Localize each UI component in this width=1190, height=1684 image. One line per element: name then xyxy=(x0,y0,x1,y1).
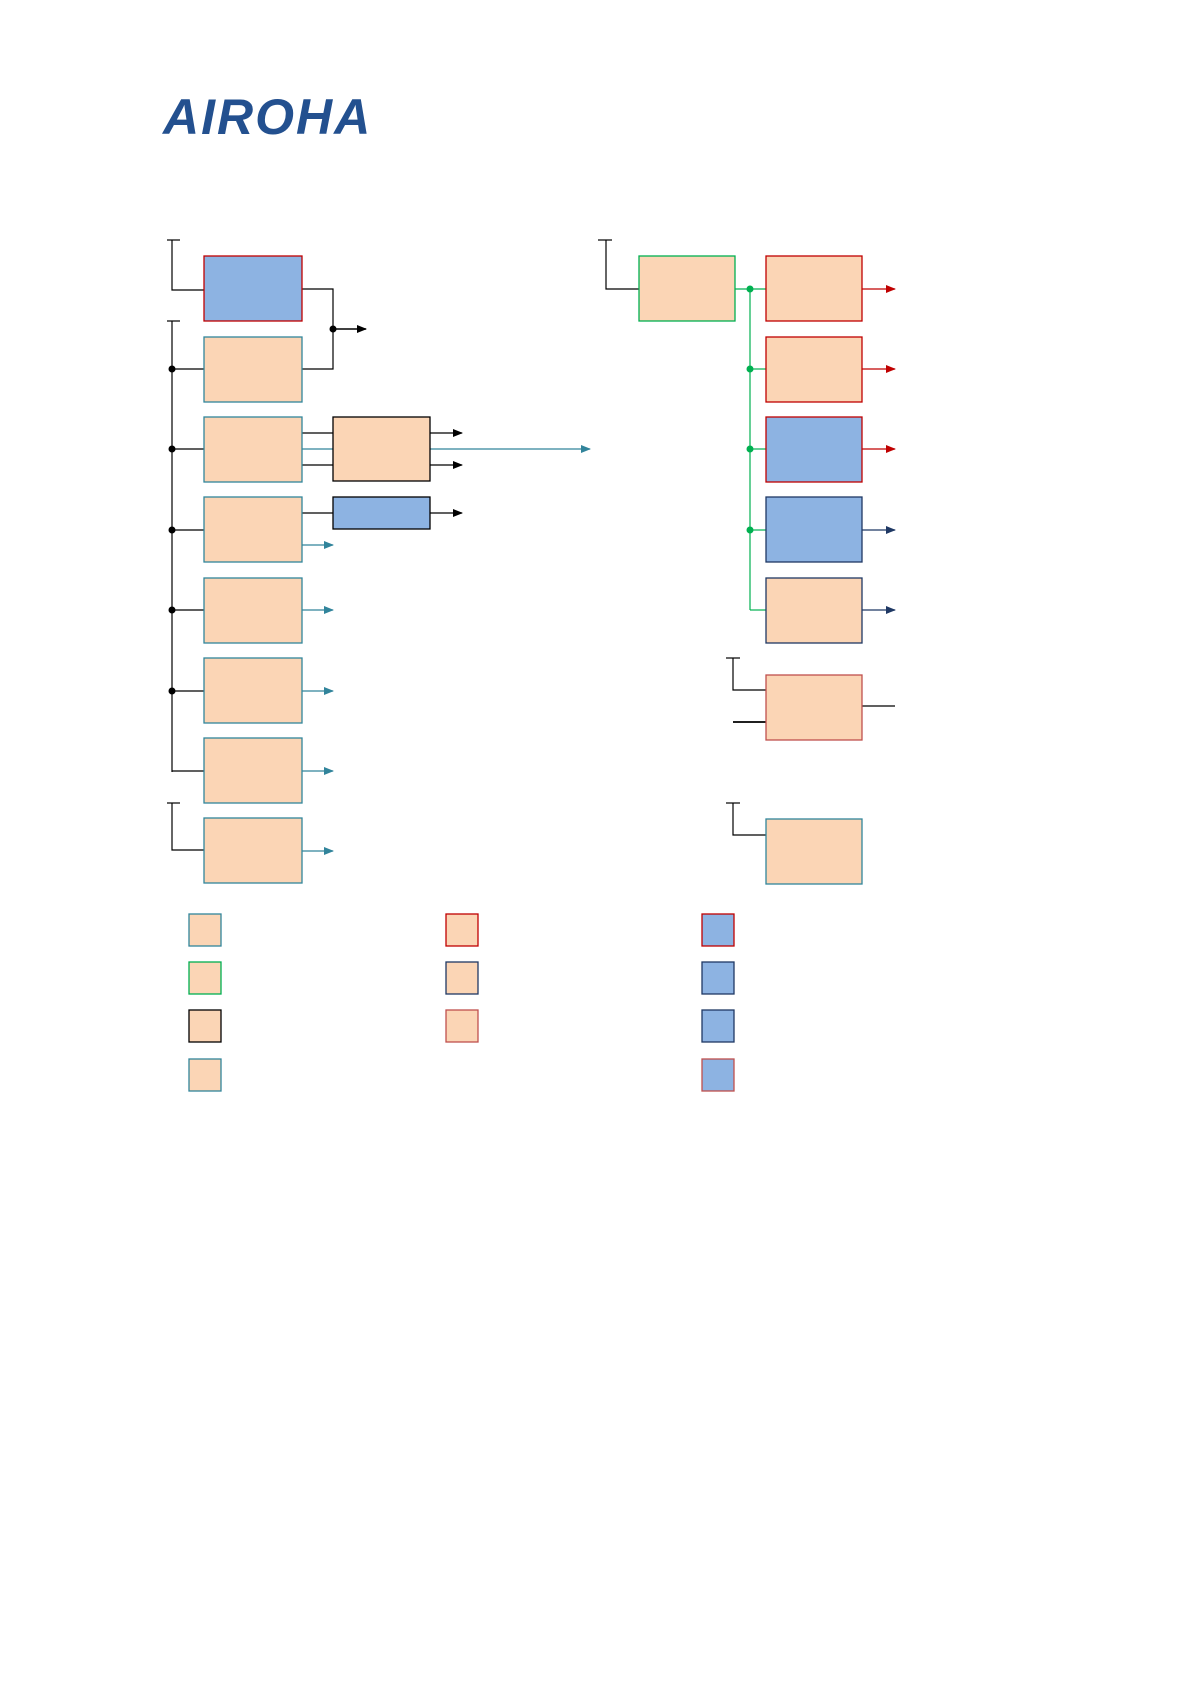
supply-line xyxy=(171,803,204,851)
legend-swatch-1 xyxy=(188,913,222,947)
legend-swatch-8 xyxy=(445,1009,479,1043)
left-block-1 xyxy=(203,255,303,322)
source-block xyxy=(638,255,736,322)
bus-junction-dot xyxy=(746,285,754,293)
supply-line xyxy=(605,240,639,290)
left-block-8 xyxy=(203,817,303,884)
legend-swatch-10 xyxy=(188,1058,222,1092)
left-block-2 xyxy=(203,336,303,403)
right-block-2 xyxy=(765,336,863,403)
supply-line xyxy=(732,803,766,836)
legend-swatch-7 xyxy=(188,1009,222,1043)
diagram-boxes xyxy=(203,255,863,885)
right-block-3 xyxy=(765,416,863,483)
left-block-7 xyxy=(203,737,303,804)
supply-line xyxy=(732,658,766,691)
left-block-6 xyxy=(203,657,303,724)
right-block-4 xyxy=(765,496,863,563)
middle-block-2 xyxy=(332,496,431,530)
airoha-logo: AIROHA xyxy=(161,89,372,145)
right-block-1 xyxy=(765,255,863,322)
legend-swatch-9 xyxy=(701,1009,735,1043)
left-block-5 xyxy=(203,577,303,644)
legend xyxy=(188,913,735,1092)
legend-swatch-2 xyxy=(445,913,479,947)
right-block-7 xyxy=(765,818,863,885)
legend-swatch-5 xyxy=(445,961,479,995)
rail-junction-dot xyxy=(168,365,176,373)
supply-line xyxy=(171,240,204,291)
right-block-6 xyxy=(765,674,863,741)
rail-junction-dot xyxy=(168,606,176,614)
merge-junction-dot xyxy=(329,325,337,333)
left-block-3 xyxy=(203,416,303,483)
legend-swatch-3 xyxy=(701,913,735,947)
rail-junction-dot xyxy=(168,526,176,534)
legend-swatch-4 xyxy=(188,961,222,995)
left-block-4 xyxy=(203,496,303,563)
legend-swatch-11 xyxy=(701,1058,735,1092)
middle-block-1 xyxy=(332,416,431,482)
rail-junction-dot xyxy=(168,445,176,453)
logo-text: AIROHA xyxy=(161,89,372,145)
right-block-5 xyxy=(765,577,863,644)
legend-swatch-6 xyxy=(701,961,735,995)
rail-junction-dot xyxy=(168,687,176,695)
merge-line xyxy=(302,288,334,370)
